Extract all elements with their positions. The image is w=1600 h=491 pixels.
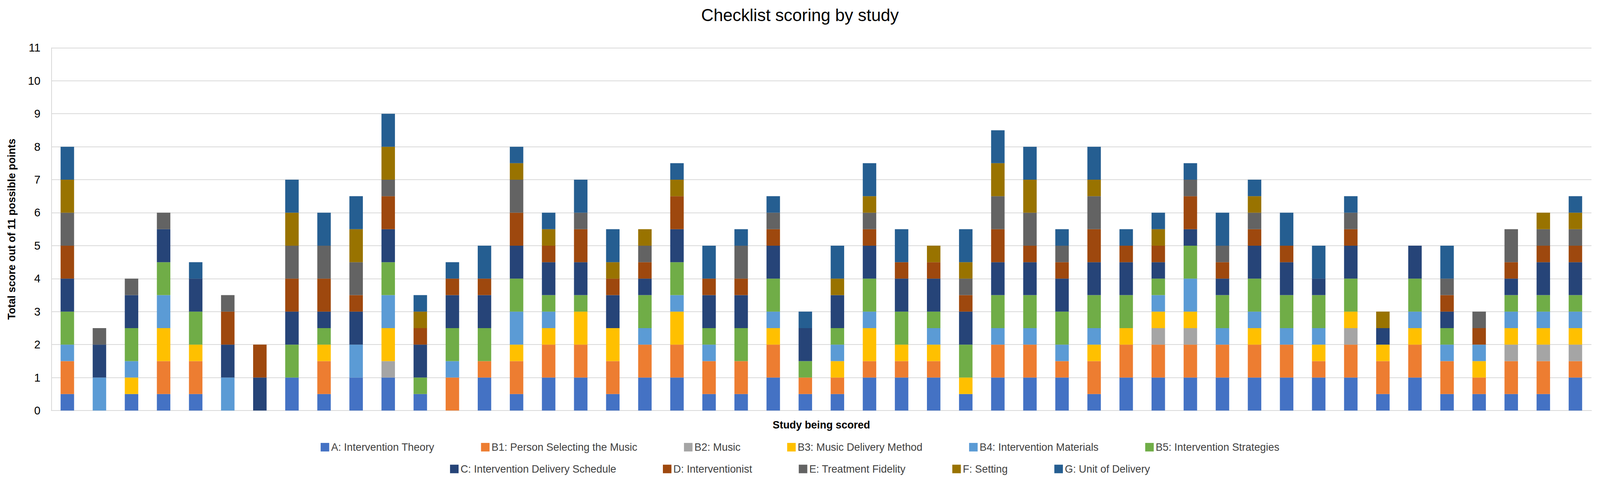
svg-text:8: 8 xyxy=(33,140,41,154)
svg-text:Checklist scoring by study: Checklist scoring by study xyxy=(701,5,899,25)
svg-text:Study being scored: Study being scored xyxy=(772,419,870,431)
svg-text:4: 4 xyxy=(33,272,41,285)
svg-text:10: 10 xyxy=(27,74,41,88)
svg-text:B1: Person Selecting the Music: B1: Person Selecting the Music xyxy=(491,441,638,454)
svg-text:F: Setting: F: Setting xyxy=(962,463,1008,475)
svg-text:11: 11 xyxy=(28,41,41,54)
svg-text:A: Intervention Theory: A: Intervention Theory xyxy=(331,441,435,454)
svg-text:B5: Intervention Strategies: B5: Intervention Strategies xyxy=(1155,441,1280,454)
svg-text:6: 6 xyxy=(33,206,41,219)
svg-text:0: 0 xyxy=(33,404,41,417)
svg-text:B2: Music: B2: Music xyxy=(694,441,741,454)
svg-text:B3: Music Delivery Method: B3: Music Delivery Method xyxy=(797,441,923,454)
svg-text:2: 2 xyxy=(33,338,41,351)
svg-text:7: 7 xyxy=(33,173,41,186)
svg-text:G: Unit of Delivery: G: Unit of Delivery xyxy=(1064,463,1150,475)
svg-text:C: Intervention Delivery Sched: C: Intervention Delivery Schedule xyxy=(460,463,617,475)
svg-text:Total score out of 11 possible: Total score out of 11 possible points xyxy=(5,138,18,320)
svg-text:5: 5 xyxy=(33,239,41,252)
svg-text:D: Interventionist: D: Interventionist xyxy=(673,463,753,475)
svg-text:3: 3 xyxy=(33,305,41,318)
svg-text:E: Treatment Fidelity: E: Treatment Fidelity xyxy=(809,463,906,475)
svg-text:B4: Intervention Materials: B4: Intervention Materials xyxy=(979,441,1099,454)
svg-text:9: 9 xyxy=(33,107,41,120)
svg-text:1: 1 xyxy=(33,371,41,384)
